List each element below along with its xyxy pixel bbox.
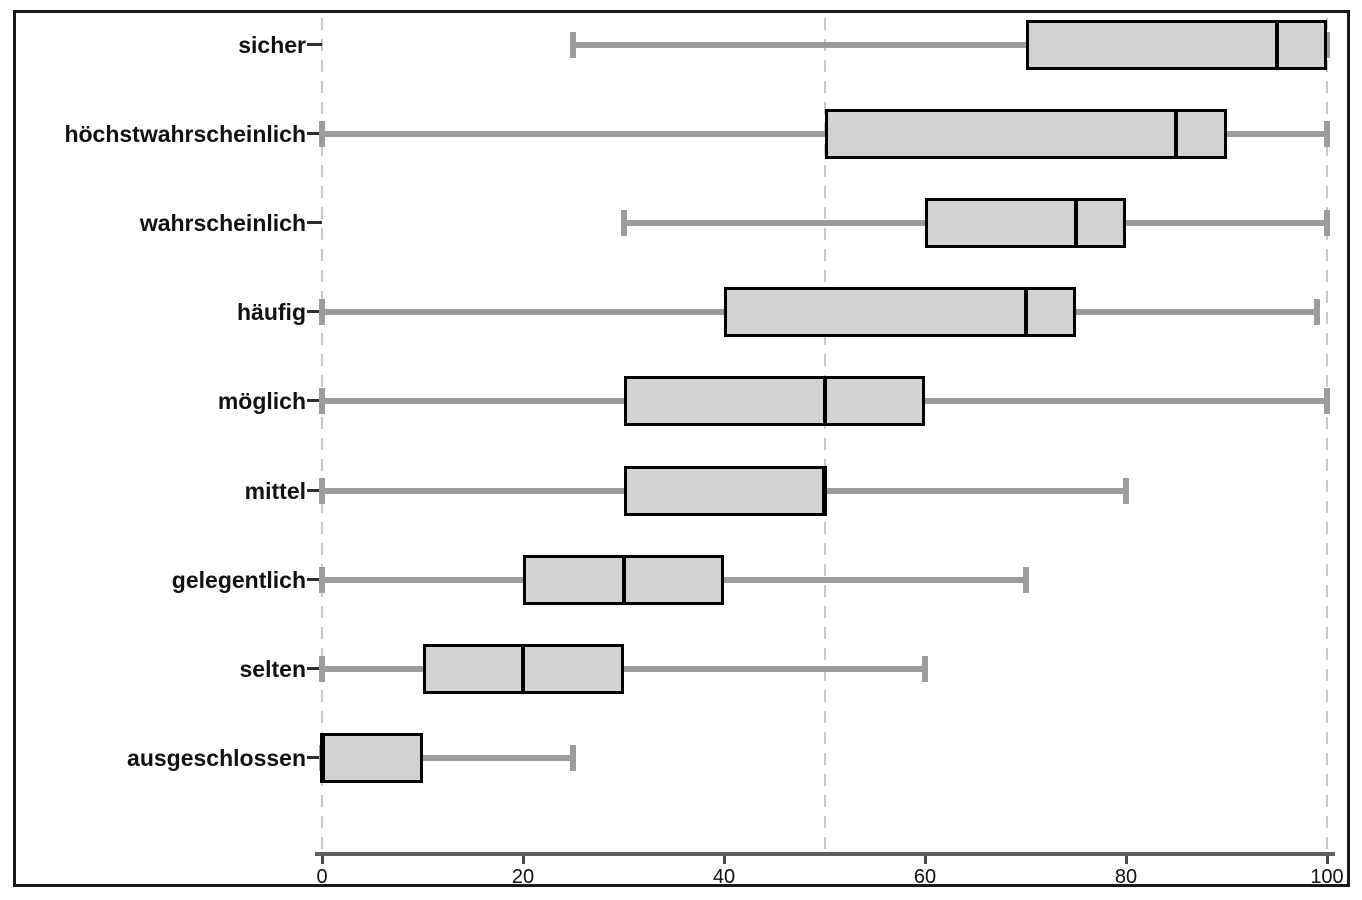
x-axis-tick <box>320 856 324 864</box>
whisker-cap-max <box>922 655 928 682</box>
y-axis-tick <box>307 399 322 403</box>
whisker-line <box>573 42 1327 48</box>
category-label: höchstwahrscheinlich <box>64 121 306 148</box>
x-axis-line <box>315 852 1335 856</box>
whisker-cap-min <box>319 388 325 415</box>
box-iqr <box>925 198 1126 249</box>
category-label: häufig <box>237 299 306 326</box>
x-axis-tick <box>521 856 525 864</box>
whisker-cap-max <box>1313 299 1320 326</box>
box-iqr <box>322 732 423 783</box>
whisker-cap-max <box>570 744 577 771</box>
figure-border <box>13 10 1350 887</box>
y-axis-tick <box>307 310 322 314</box>
whisker-line <box>322 754 574 761</box>
whisker-line <box>322 665 925 672</box>
whisker-cap-min <box>620 210 627 237</box>
whisker-cap-max <box>1123 477 1129 504</box>
x-tick-label: 80 <box>1114 866 1138 888</box>
category-label: sicher <box>238 32 306 58</box>
x-axis-tick <box>1124 856 1128 864</box>
x-tick-label: 40 <box>712 866 736 888</box>
whisker-cap-min <box>570 32 577 58</box>
box-iqr <box>824 109 1227 160</box>
x-tick-label: 100 <box>1310 866 1344 888</box>
whisker-cap-max <box>1324 32 1330 58</box>
median-line <box>521 643 525 694</box>
whisker-cap-min <box>319 299 325 326</box>
median-line <box>1073 198 1078 249</box>
gridline-100 <box>1326 18 1328 852</box>
median-line <box>621 554 626 605</box>
x-axis-tick <box>722 856 726 864</box>
box-iqr <box>623 465 825 516</box>
box-iqr <box>724 287 1076 338</box>
median-line <box>1023 287 1028 338</box>
y-axis-tick <box>307 755 322 759</box>
median-line <box>822 376 827 427</box>
whisker-cap-max <box>1022 566 1029 593</box>
y-axis-tick <box>307 43 322 46</box>
x-tick-label: 60 <box>913 866 937 888</box>
x-axis-tick <box>1325 856 1329 864</box>
median-line <box>1174 109 1179 160</box>
category-label: möglich <box>217 388 306 415</box>
whisker-cap-max <box>1324 121 1330 148</box>
gridline-0 <box>321 18 323 852</box>
median-line <box>822 465 827 516</box>
category-label: wahrscheinlich <box>139 210 306 237</box>
y-axis-tick <box>307 221 322 225</box>
y-axis-tick <box>307 488 322 492</box>
y-axis-tick <box>307 666 322 670</box>
y-axis-tick <box>307 577 322 581</box>
x-tick-label: 0 <box>316 866 328 888</box>
gridline-50 <box>823 18 826 852</box>
category-label: ausgeschlossen <box>127 744 306 771</box>
x-axis-tick <box>923 856 927 864</box>
whisker-cap-min <box>319 477 325 504</box>
whisker-cap-max <box>1324 388 1330 415</box>
y-axis-tick <box>307 132 322 136</box>
box-iqr <box>623 376 925 427</box>
median-line <box>1274 20 1279 70</box>
whisker-cap-min <box>319 566 325 593</box>
x-tick-label: 20 <box>511 866 535 888</box>
category-label: mittel <box>244 477 306 504</box>
median-line <box>320 732 324 783</box>
whisker-cap-min <box>319 655 325 682</box>
category-label: gelegentlich <box>171 566 306 593</box>
whisker-cap-max <box>1324 210 1330 237</box>
category-label: selten <box>239 655 306 682</box>
whisker-cap-min <box>319 121 325 148</box>
box-iqr <box>1025 20 1327 70</box>
